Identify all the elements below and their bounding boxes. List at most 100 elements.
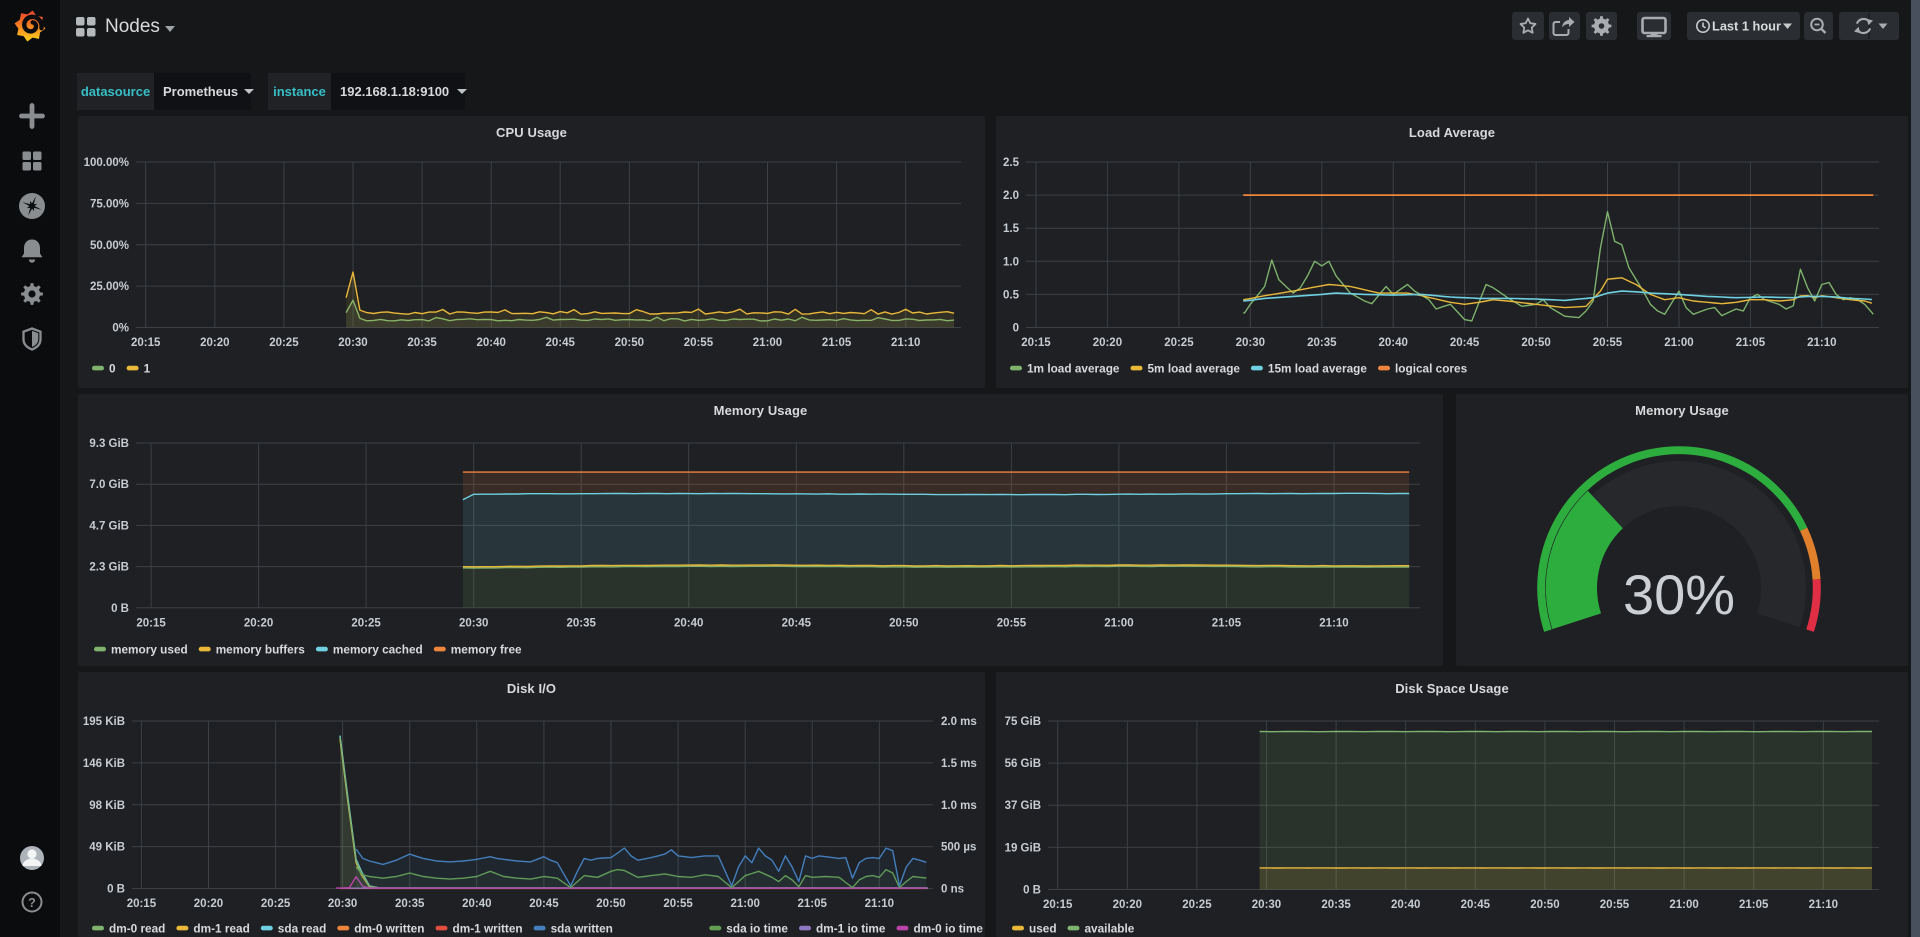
svg-text:20:15: 20:15: [1043, 899, 1073, 911]
svg-text:20:30: 20:30: [459, 617, 488, 629]
svg-text:20:25: 20:25: [351, 617, 381, 629]
svg-text:dm-0 read: dm-0 read: [109, 922, 165, 936]
svg-text:used: used: [1029, 922, 1057, 936]
svg-text:sda read: sda read: [278, 922, 327, 936]
svg-text:20:35: 20:35: [1321, 899, 1351, 911]
svg-text:20:50: 20:50: [1530, 899, 1559, 911]
svg-text:20:55: 20:55: [997, 617, 1027, 629]
svg-text:0 B: 0 B: [111, 603, 129, 615]
svg-text:50.00%: 50.00%: [90, 240, 129, 252]
svg-text:21:05: 21:05: [822, 337, 852, 349]
svg-text:20:45: 20:45: [545, 337, 575, 349]
svg-text:20:35: 20:35: [395, 898, 425, 910]
svg-text:1.0: 1.0: [1003, 256, 1019, 268]
svg-text:7.0 GiB: 7.0 GiB: [89, 479, 129, 491]
svg-text:memory used: memory used: [111, 643, 188, 657]
svg-text:21:00: 21:00: [753, 337, 782, 349]
svg-text:5m load average: 5m load average: [1148, 362, 1241, 376]
svg-text:20:35: 20:35: [1307, 337, 1337, 349]
svg-text:21:00: 21:00: [730, 898, 759, 910]
svg-text:195 KiB: 195 KiB: [83, 716, 125, 728]
svg-text:logical cores: logical cores: [1395, 362, 1468, 376]
svg-text:20:15: 20:15: [131, 337, 161, 349]
svg-text:2.5: 2.5: [1003, 157, 1020, 169]
svg-text:20:15: 20:15: [136, 617, 166, 629]
svg-text:dm-0 io time: dm-0 io time: [914, 922, 984, 936]
svg-text:20:20: 20:20: [194, 898, 223, 910]
svg-text:1.5: 1.5: [1003, 223, 1020, 235]
svg-text:20:50: 20:50: [1521, 337, 1550, 349]
svg-text:21:10: 21:10: [891, 337, 920, 349]
svg-text:1.5 ms: 1.5 ms: [941, 758, 977, 770]
svg-text:20:40: 20:40: [476, 337, 505, 349]
svg-text:20:45: 20:45: [1461, 899, 1491, 911]
svg-text:20:15: 20:15: [127, 898, 157, 910]
svg-text:21:10: 21:10: [1809, 899, 1838, 911]
svg-text:sda written: sda written: [551, 922, 613, 936]
svg-text:0 B: 0 B: [1023, 885, 1041, 897]
svg-text:100.00%: 100.00%: [84, 157, 129, 169]
svg-text:20:40: 20:40: [1378, 337, 1407, 349]
svg-text:21:10: 21:10: [1807, 337, 1836, 349]
svg-text:49 KiB: 49 KiB: [89, 842, 125, 854]
svg-text:20:45: 20:45: [782, 617, 812, 629]
svg-text:20:50: 20:50: [889, 617, 918, 629]
svg-text:21:00: 21:00: [1664, 337, 1693, 349]
svg-text:0 B: 0 B: [107, 884, 125, 896]
svg-text:21:05: 21:05: [1212, 617, 1242, 629]
svg-text:20:55: 20:55: [684, 337, 714, 349]
svg-text:56 GiB: 56 GiB: [1005, 758, 1041, 770]
svg-text:20:35: 20:35: [407, 337, 437, 349]
svg-text:20:50: 20:50: [615, 337, 644, 349]
svg-text:20:35: 20:35: [566, 617, 596, 629]
svg-text:20:30: 20:30: [1236, 337, 1265, 349]
svg-text:20:55: 20:55: [663, 898, 693, 910]
svg-text:20:25: 20:25: [269, 337, 299, 349]
svg-text:memory buffers: memory buffers: [216, 643, 306, 657]
svg-text:dm-1 read: dm-1 read: [193, 922, 249, 936]
svg-text:20:25: 20:25: [261, 898, 291, 910]
svg-text:20:30: 20:30: [328, 898, 357, 910]
svg-text:available: available: [1085, 922, 1135, 936]
svg-text:memory free: memory free: [451, 643, 522, 657]
svg-text:?: ?: [28, 896, 36, 910]
svg-text:9.3 GiB: 9.3 GiB: [89, 438, 129, 450]
svg-text:0.5: 0.5: [1003, 289, 1020, 301]
svg-text:21:05: 21:05: [1739, 899, 1769, 911]
svg-text:0: 0: [109, 362, 116, 376]
svg-text:20:55: 20:55: [1600, 899, 1630, 911]
svg-text:20:50: 20:50: [596, 898, 625, 910]
svg-text:20:45: 20:45: [1450, 337, 1480, 349]
svg-text:dm-1 written: dm-1 written: [453, 922, 523, 936]
svg-text:0%: 0%: [112, 323, 129, 335]
svg-text:20:40: 20:40: [1391, 899, 1420, 911]
svg-text:dm-0 written: dm-0 written: [354, 922, 424, 936]
svg-text:20:20: 20:20: [200, 337, 229, 349]
svg-text:21:05: 21:05: [797, 898, 827, 910]
svg-text:2.3 GiB: 2.3 GiB: [89, 562, 129, 574]
svg-text:20:25: 20:25: [1182, 899, 1212, 911]
svg-text:21:10: 21:10: [865, 898, 894, 910]
svg-text:20:30: 20:30: [338, 337, 367, 349]
svg-text:19 GiB: 19 GiB: [1005, 842, 1041, 854]
svg-text:75 GiB: 75 GiB: [1005, 716, 1041, 728]
svg-text:20:45: 20:45: [529, 898, 559, 910]
svg-text:2.0 ms: 2.0 ms: [941, 716, 977, 728]
svg-text:500 µs: 500 µs: [941, 842, 976, 854]
svg-text:dm-1 io time: dm-1 io time: [816, 922, 886, 936]
svg-text:20:15: 20:15: [1021, 337, 1051, 349]
svg-text:sda io time: sda io time: [726, 922, 788, 936]
svg-text:20:25: 20:25: [1164, 337, 1194, 349]
svg-text:Last 1 hour: Last 1 hour: [1712, 19, 1781, 34]
svg-text:20:20: 20:20: [244, 617, 273, 629]
svg-text:20:20: 20:20: [1093, 337, 1122, 349]
svg-text:1.0 ms: 1.0 ms: [941, 800, 977, 812]
svg-text:2.0: 2.0: [1003, 190, 1019, 202]
svg-text:15m load average: 15m load average: [1268, 362, 1367, 376]
svg-text:146 KiB: 146 KiB: [83, 758, 125, 770]
svg-text:memory cached: memory cached: [333, 643, 423, 657]
svg-text:21:00: 21:00: [1104, 617, 1133, 629]
svg-text:21:05: 21:05: [1736, 337, 1766, 349]
svg-text:20:40: 20:40: [674, 617, 703, 629]
svg-text:21:10: 21:10: [1319, 617, 1348, 629]
